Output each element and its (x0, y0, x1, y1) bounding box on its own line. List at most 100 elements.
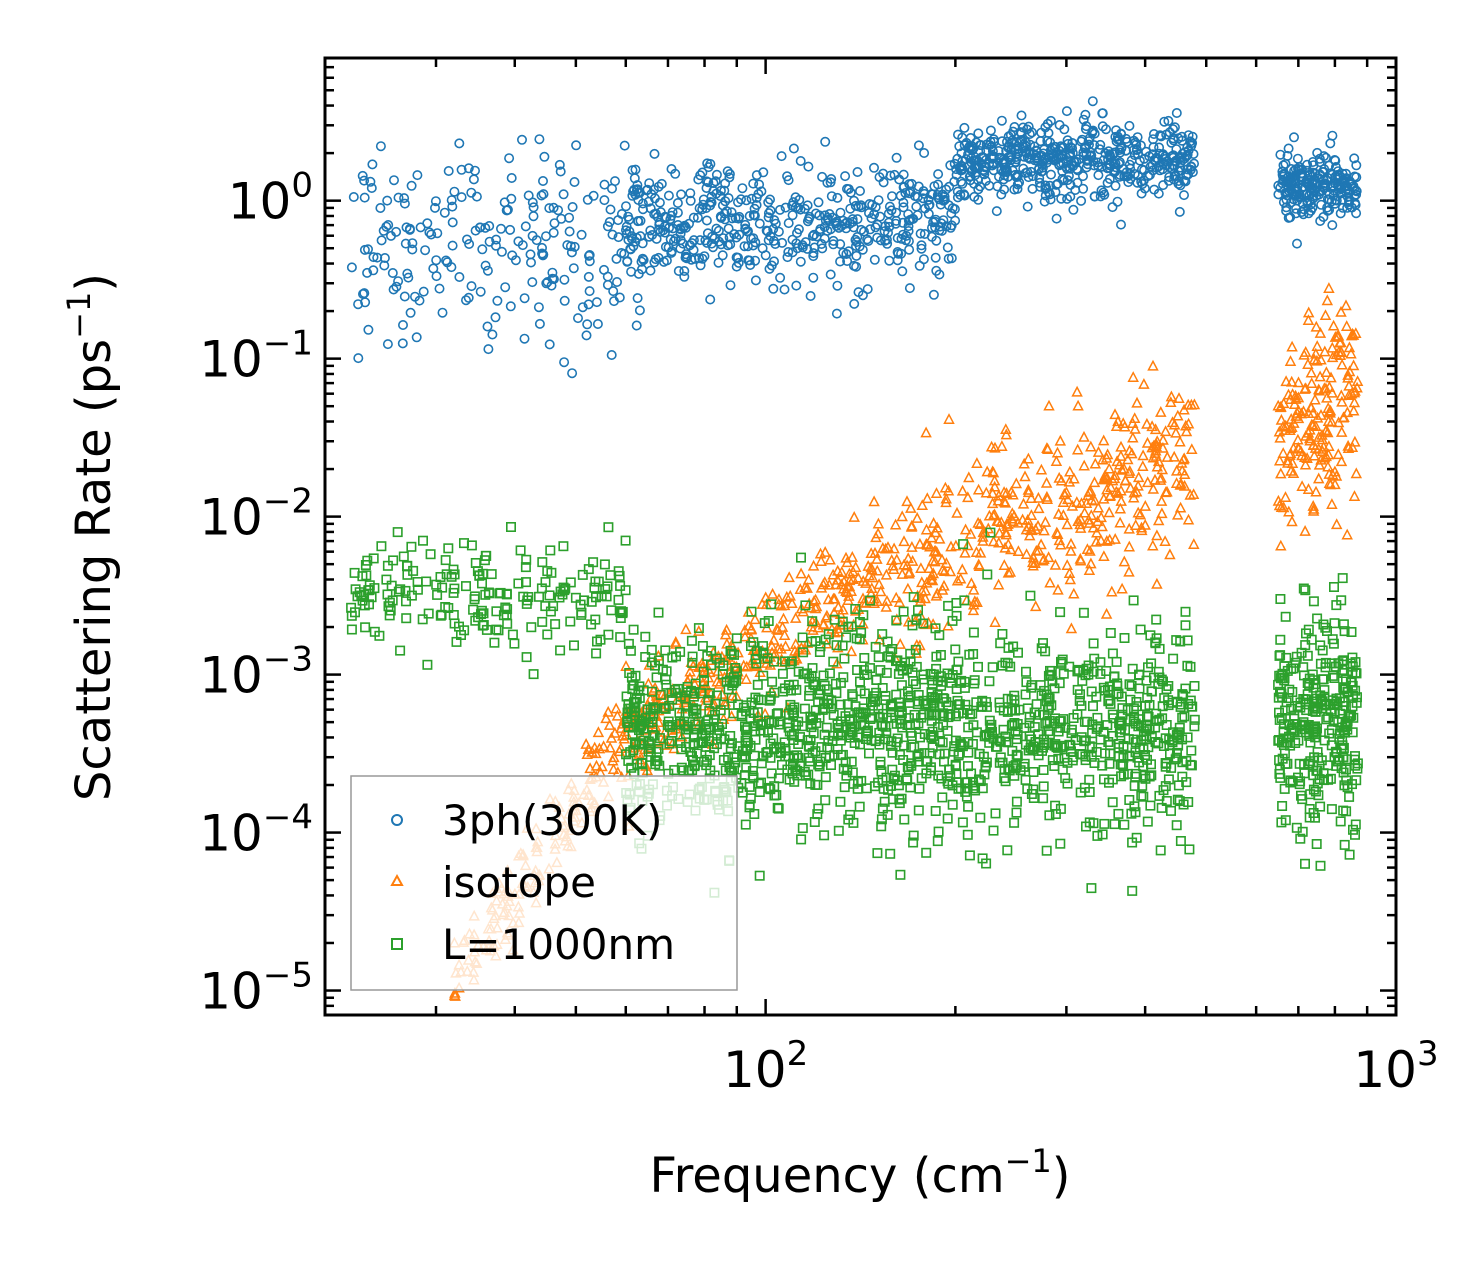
data-point-circle (409, 291, 420, 302)
data-point-square (628, 624, 639, 635)
data-point-square (1310, 721, 1321, 732)
data-point-square (988, 733, 999, 744)
data-point-circle (581, 330, 592, 341)
data-point-triangle (1340, 299, 1352, 311)
data-point-circle (647, 230, 658, 241)
data-point-square (899, 814, 910, 825)
data-point-triangle (1326, 386, 1338, 398)
data-point-circle (919, 148, 930, 159)
data-point-circle (1179, 153, 1190, 164)
data-point-square (981, 858, 992, 869)
data-point-square (950, 644, 961, 655)
data-point-circle (1044, 180, 1055, 191)
data-point-square (876, 821, 887, 832)
data-point-square (1350, 760, 1361, 771)
data-point-circle (1101, 124, 1112, 135)
data-point-square (757, 641, 768, 652)
data-point-square (1322, 625, 1333, 636)
data-point-circle (383, 220, 394, 231)
data-point-triangle (1095, 534, 1107, 546)
data-point-square (987, 662, 998, 673)
data-point-square (1306, 634, 1317, 645)
data-point-circle (715, 185, 726, 196)
data-point-square (909, 709, 920, 720)
data-point-square (1295, 833, 1306, 844)
data-point-triangle (1316, 433, 1329, 445)
data-point-square (1049, 683, 1060, 694)
data-point-square (804, 690, 815, 701)
data-point-square (1145, 800, 1156, 811)
data-point-circle (774, 204, 785, 215)
data-point-triangle (1302, 426, 1315, 438)
data-point-square (1058, 668, 1069, 679)
data-point-triangle (1275, 467, 1287, 479)
data-point-triangle (860, 596, 872, 608)
data-point-circle (437, 307, 448, 318)
data-point-square (401, 613, 412, 624)
data-point-triangle (933, 532, 946, 544)
data-point-square (602, 581, 613, 592)
data-point-square (1151, 614, 1162, 625)
data-point-triangle (1001, 517, 1013, 529)
data-point-square (964, 850, 975, 861)
data-point-circle (633, 216, 644, 227)
data-point-square (795, 552, 806, 563)
data-point-square (1007, 745, 1018, 756)
data-point-triangle (1350, 467, 1363, 479)
data-point-square (1066, 746, 1077, 757)
data-point-square (935, 649, 946, 660)
y-tick-label: 10−5 (199, 956, 313, 1021)
data-point-circle (700, 235, 711, 246)
data-point-square (1079, 716, 1090, 727)
data-point-square (1282, 665, 1293, 676)
data-point-square (1275, 772, 1286, 783)
data-point-square (1087, 719, 1098, 730)
data-point-triangle (1030, 544, 1043, 556)
data-point-triangle (888, 542, 900, 554)
data-point-triangle (1159, 425, 1172, 437)
data-point-square (1154, 672, 1165, 683)
data-point-square (518, 591, 529, 602)
data-point-triangle (1273, 454, 1286, 466)
data-point-square (1114, 717, 1125, 728)
data-point-circle (1290, 189, 1301, 200)
data-point-square (1086, 883, 1097, 894)
data-point-circle (884, 201, 895, 212)
data-point-triangle (943, 413, 955, 424)
data-point-triangle (609, 726, 621, 738)
data-point-square (653, 607, 664, 618)
data-point-square (746, 697, 757, 708)
data-point-circle (854, 186, 865, 197)
data-point-triangle (1025, 509, 1038, 520)
data-point-square (521, 554, 532, 565)
data-point-square (997, 757, 1008, 768)
data-point-square (1350, 667, 1361, 678)
data-point-triangle (996, 440, 1008, 451)
data-point-triangle (1146, 441, 1158, 453)
data-point-circle (1067, 138, 1078, 149)
data-point-triangle (951, 574, 964, 586)
data-point-square (501, 588, 512, 599)
data-point-circle (1132, 145, 1143, 156)
data-point-triangle (1345, 329, 1358, 341)
data-point-square (1278, 726, 1289, 737)
data-point-circle (1308, 160, 1319, 171)
data-point-circle (540, 231, 551, 242)
data-point-square (1012, 647, 1023, 658)
data-point-circle (957, 132, 968, 143)
data-point-square (842, 699, 853, 710)
data-point-circle (510, 255, 521, 266)
data-point-square (1011, 796, 1022, 807)
data-point-circle (642, 184, 653, 195)
data-point-square (870, 641, 881, 652)
data-point-circle (783, 175, 794, 186)
data-point-circle (849, 298, 860, 309)
data-point-circle (683, 218, 694, 229)
data-point-circle (1087, 96, 1098, 107)
data-point-square (660, 645, 671, 656)
data-point-triangle (1109, 408, 1121, 420)
legend-label-isotope: isotope (442, 858, 596, 907)
data-point-square (586, 596, 597, 607)
data-point-circle (933, 169, 944, 180)
data-point-triangle (1343, 389, 1355, 401)
